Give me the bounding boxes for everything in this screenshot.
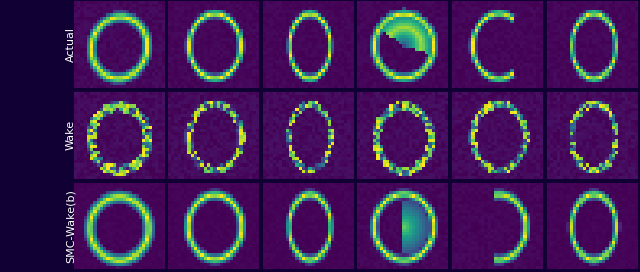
Y-axis label: Actual: Actual: [66, 27, 76, 62]
Y-axis label: SMC-Wake(b): SMC-Wake(b): [66, 189, 76, 263]
Y-axis label: Wake: Wake: [66, 120, 76, 150]
